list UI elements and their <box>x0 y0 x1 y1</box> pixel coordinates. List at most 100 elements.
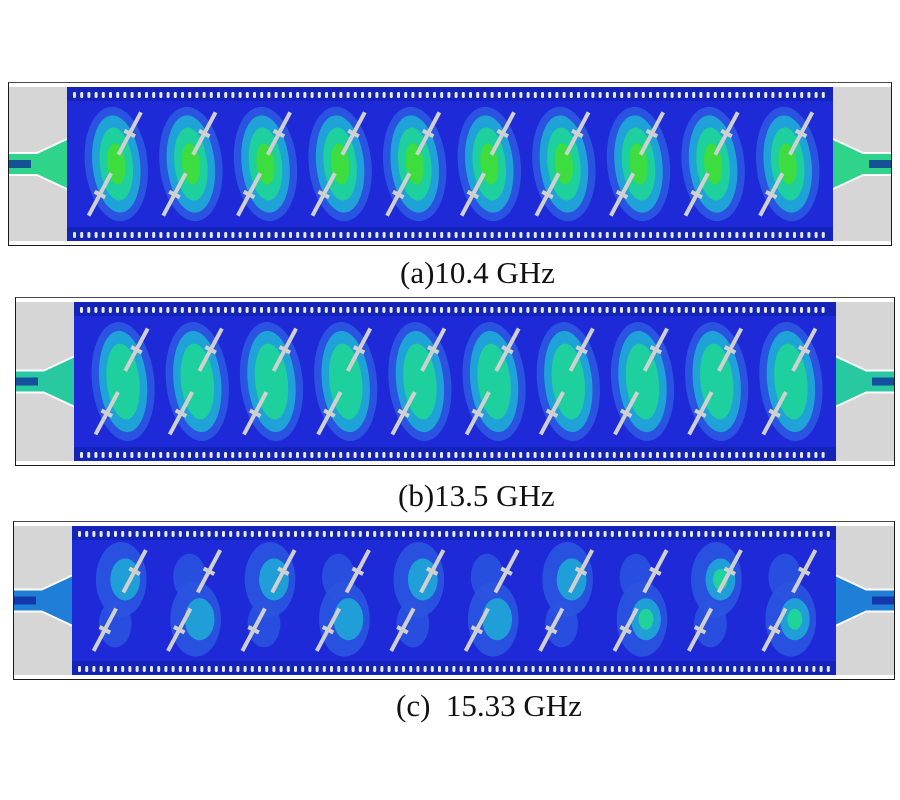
via <box>178 666 182 672</box>
via <box>720 452 724 458</box>
via <box>685 232 688 238</box>
via <box>582 531 585 537</box>
via <box>346 307 350 313</box>
via <box>222 531 225 537</box>
via <box>620 92 624 98</box>
via <box>87 307 91 313</box>
via <box>756 307 760 313</box>
via <box>423 531 427 537</box>
via <box>166 92 170 98</box>
via <box>144 307 148 313</box>
via <box>800 92 804 98</box>
via <box>368 92 372 98</box>
via <box>497 307 501 313</box>
via <box>351 666 355 672</box>
slot-marker <box>613 391 640 436</box>
field-lobe <box>545 600 578 648</box>
via <box>430 531 434 537</box>
via <box>200 666 204 672</box>
via <box>670 92 674 98</box>
slot-marker <box>270 549 297 594</box>
slot-marker <box>415 111 442 156</box>
via <box>663 452 667 458</box>
via <box>790 666 794 672</box>
via <box>742 232 746 238</box>
via <box>783 531 787 537</box>
via <box>109 232 112 238</box>
via <box>229 531 233 537</box>
via <box>524 531 528 537</box>
via <box>706 307 710 313</box>
slot-marker <box>567 549 595 594</box>
via <box>101 232 105 238</box>
via <box>310 92 314 98</box>
via <box>526 232 530 238</box>
via <box>245 307 249 313</box>
via <box>800 307 803 313</box>
via <box>404 307 407 313</box>
via <box>510 531 513 537</box>
field-lobe <box>173 553 206 601</box>
via <box>272 666 276 672</box>
via <box>274 232 278 238</box>
via <box>294 666 297 672</box>
via <box>382 307 386 313</box>
slot-marker <box>538 391 566 436</box>
via <box>699 307 703 313</box>
via <box>315 531 319 537</box>
via <box>728 307 731 313</box>
via <box>375 452 379 458</box>
via <box>519 452 523 458</box>
via <box>296 452 299 458</box>
field-lobe <box>98 600 132 648</box>
via <box>663 307 667 313</box>
via <box>152 232 156 238</box>
via <box>771 307 775 313</box>
via <box>721 232 724 238</box>
via <box>216 307 220 313</box>
via <box>423 666 427 672</box>
via <box>130 452 134 458</box>
via <box>157 531 161 537</box>
via <box>548 307 551 313</box>
via <box>289 232 292 238</box>
slot-marker <box>93 391 120 436</box>
via <box>553 531 557 537</box>
via <box>171 531 175 537</box>
via <box>562 307 566 313</box>
via <box>267 92 271 98</box>
via <box>569 92 573 98</box>
via <box>447 307 451 313</box>
via <box>286 531 290 537</box>
via <box>692 452 695 458</box>
slot-marker <box>713 111 740 156</box>
slot-marker <box>788 111 815 156</box>
via <box>735 452 739 458</box>
via <box>627 452 631 458</box>
via <box>380 666 384 672</box>
via <box>166 232 170 238</box>
via <box>512 92 516 98</box>
via <box>330 531 333 537</box>
via <box>114 666 117 672</box>
field-lobe <box>694 600 727 648</box>
via <box>193 666 197 672</box>
via <box>740 666 744 672</box>
via <box>699 232 703 238</box>
via <box>663 232 667 238</box>
via <box>675 666 679 672</box>
via <box>101 92 105 98</box>
field-lobe <box>556 558 587 601</box>
field-plot-b <box>16 302 894 461</box>
field-lobe <box>638 608 654 630</box>
via <box>317 232 321 238</box>
via <box>512 307 515 313</box>
via <box>735 92 739 98</box>
via <box>634 452 638 458</box>
via <box>267 307 271 313</box>
via <box>346 452 350 458</box>
via <box>618 666 621 672</box>
via <box>490 92 494 98</box>
via <box>468 452 472 458</box>
via <box>756 452 760 458</box>
